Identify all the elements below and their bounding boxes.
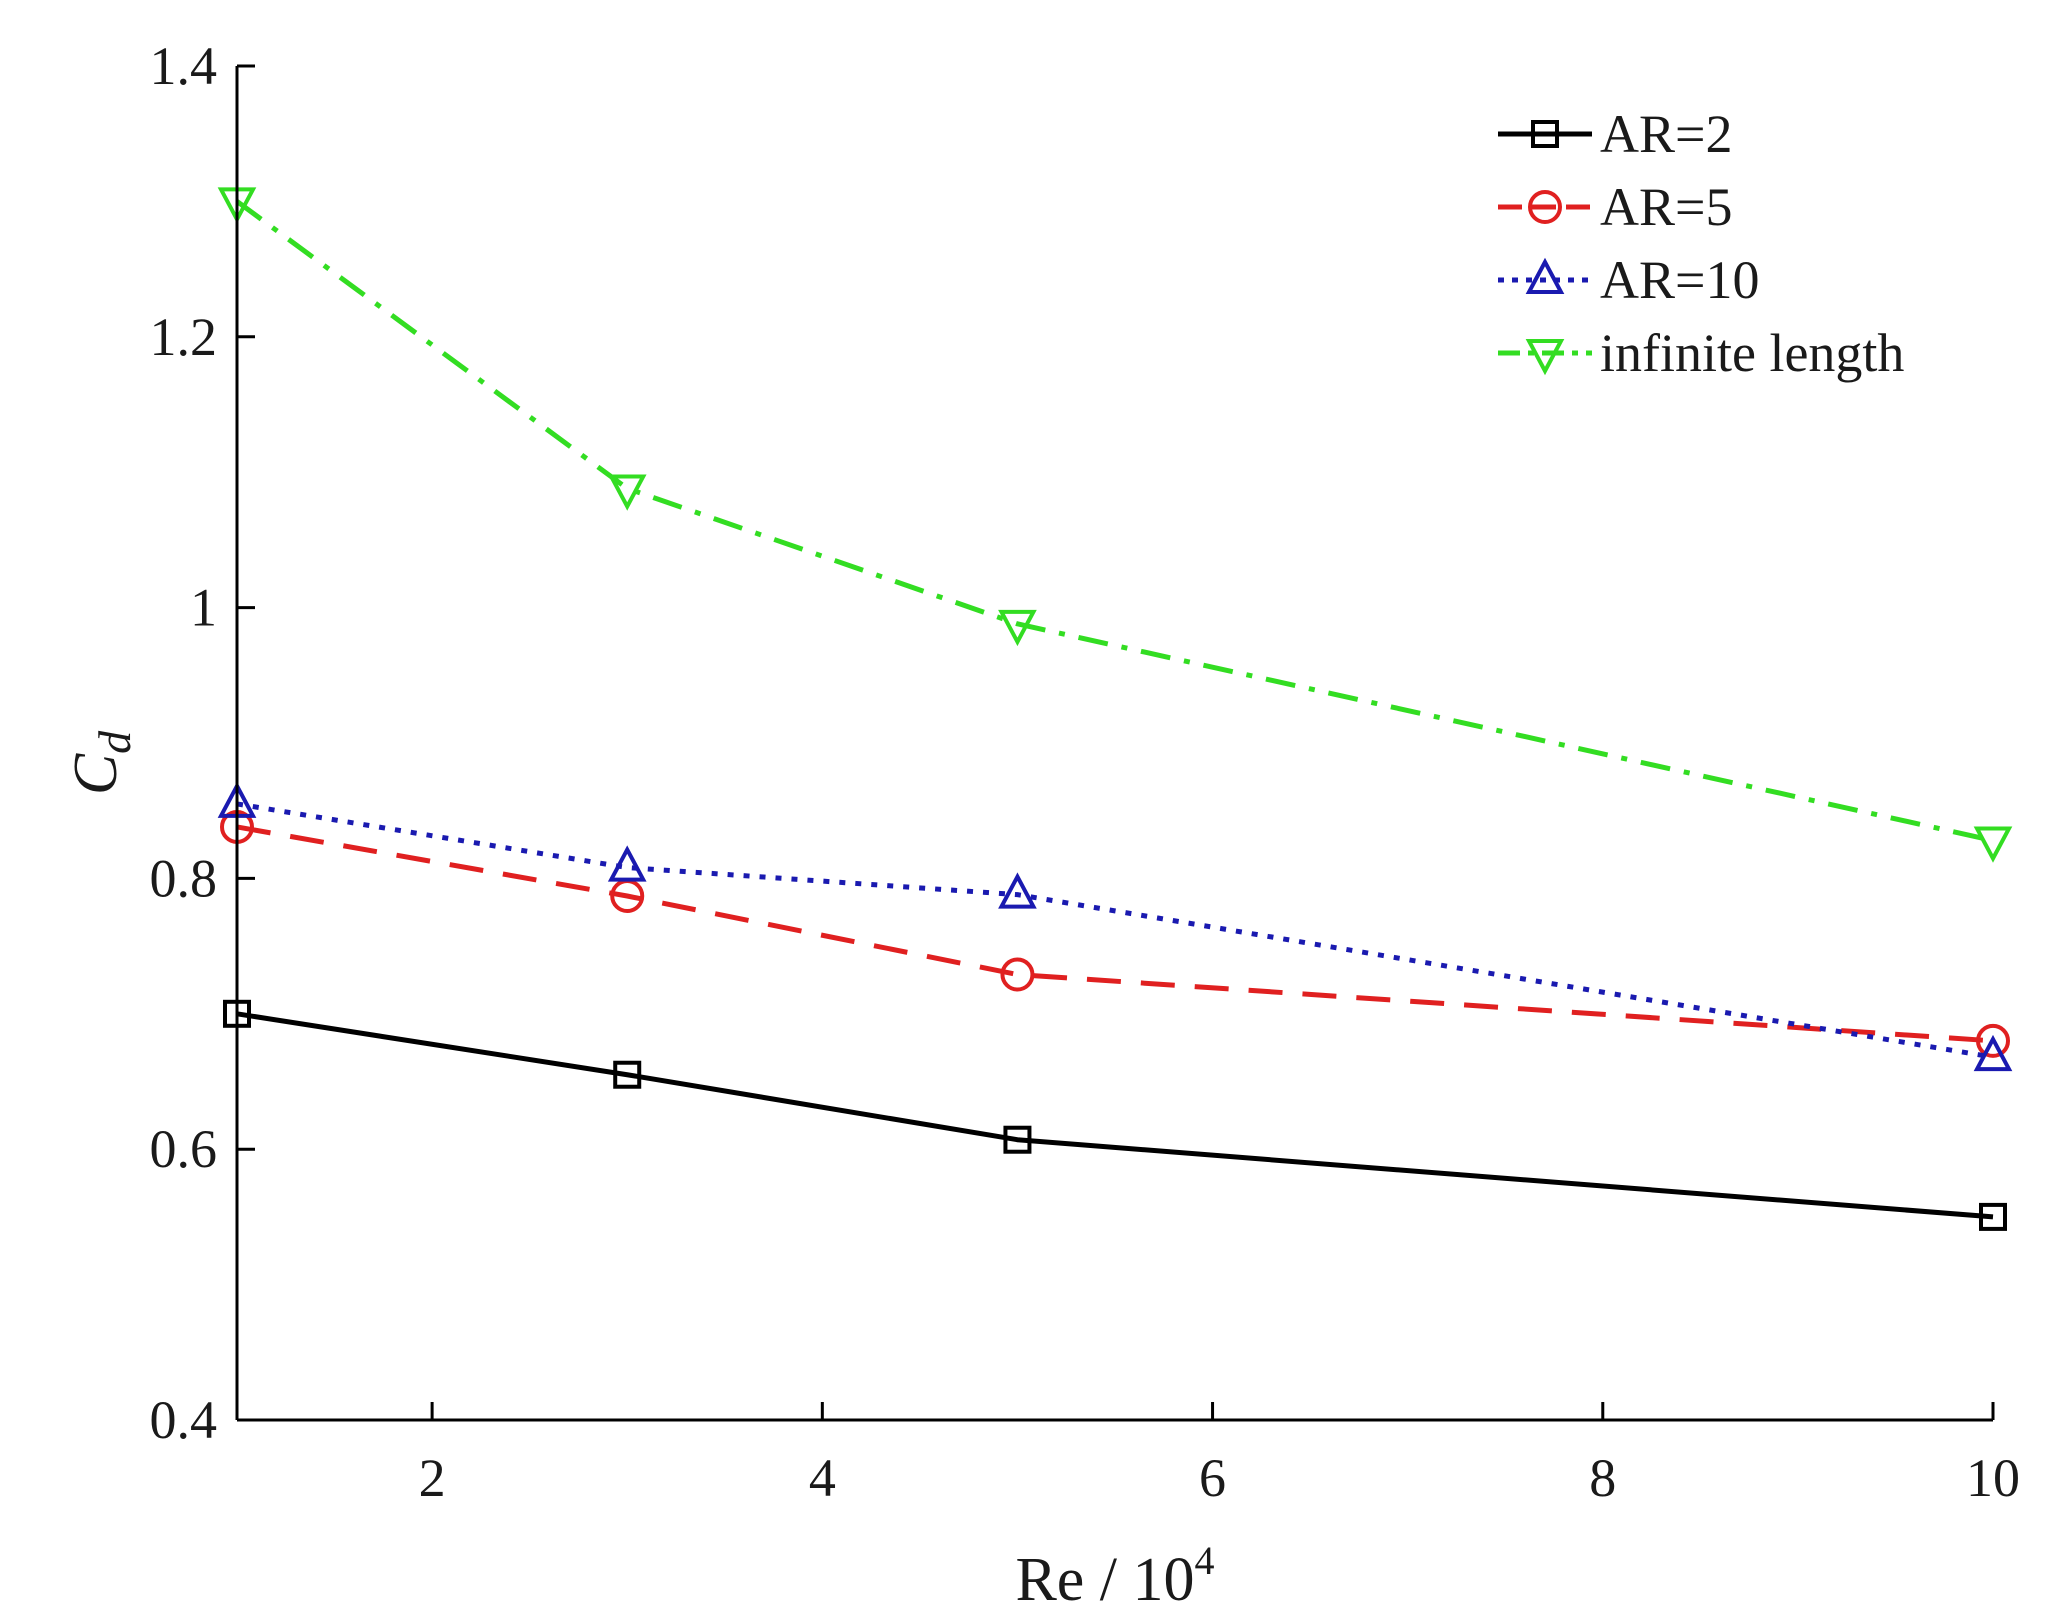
data-point	[1000, 957, 1035, 992]
data-point	[1003, 1125, 1032, 1154]
data-point	[607, 474, 647, 511]
data-point	[607, 845, 647, 882]
y-axis-title-sub: d	[89, 730, 140, 754]
data-point	[1973, 826, 2013, 863]
ticks: 2 4 6 8 10 0.4 0.6 0.8 1 1.2 1.4	[150, 36, 2021, 1508]
data-point	[1973, 1034, 2013, 1072]
legend-marker	[1528, 190, 1562, 224]
data-point	[998, 609, 1037, 647]
x-tick-label: 6	[1199, 1448, 1226, 1508]
x-tick-label: 10	[1966, 1448, 2020, 1508]
legend-entry: AR=5	[1498, 177, 1732, 237]
data-point	[1979, 1202, 2007, 1231]
legend-label: infinite length	[1600, 323, 1904, 383]
x-axis-title: Re / 104	[1015, 1538, 1214, 1614]
legend-label: AR=5	[1600, 177, 1732, 237]
x-tick-label: 8	[1589, 1448, 1616, 1508]
legend-label: AR=10	[1600, 250, 1759, 310]
series-layer	[217, 187, 2013, 1231]
series-3	[217, 781, 2013, 1072]
x-tick-label: 2	[419, 1448, 446, 1508]
series-line	[236, 824, 1994, 1044]
legend-entry: AR=2	[1498, 104, 1732, 164]
y-axis-title-main: C	[62, 753, 130, 795]
series-2	[220, 809, 2010, 1058]
y-tick-label: 1.4	[150, 36, 218, 96]
legend-marker	[1531, 120, 1559, 148]
y-axis-title: Cd	[62, 730, 140, 795]
axes	[235, 66, 1993, 1422]
legend-entry: infinite length	[1498, 323, 1904, 383]
x-axis-title-main: Re / 10	[1015, 1546, 1194, 1614]
y-tick-label: 0.8	[150, 848, 218, 908]
data-point	[1976, 1023, 2010, 1058]
series-1	[223, 999, 2007, 1231]
legend-marker	[1525, 339, 1565, 376]
y-tick-label: 1	[190, 578, 217, 638]
legend-entry: AR=10	[1498, 250, 1759, 310]
y-tick-label: 0.4	[150, 1390, 218, 1450]
series-line	[236, 801, 1994, 1060]
x-axis-title-sup: 4	[1195, 1538, 1215, 1583]
x-tick-label: 4	[809, 1448, 836, 1508]
data-point	[613, 1060, 642, 1089]
legend-label: AR=2	[1600, 104, 1732, 164]
y-tick-label: 0.6	[150, 1119, 218, 1179]
data-point	[998, 872, 1037, 909]
legend: AR=2 AR=5 AR=10 infinite length	[1498, 104, 1904, 383]
y-tick-label: 1.2	[150, 307, 218, 367]
legend-marker	[1525, 257, 1565, 294]
series-line	[236, 1011, 1994, 1220]
